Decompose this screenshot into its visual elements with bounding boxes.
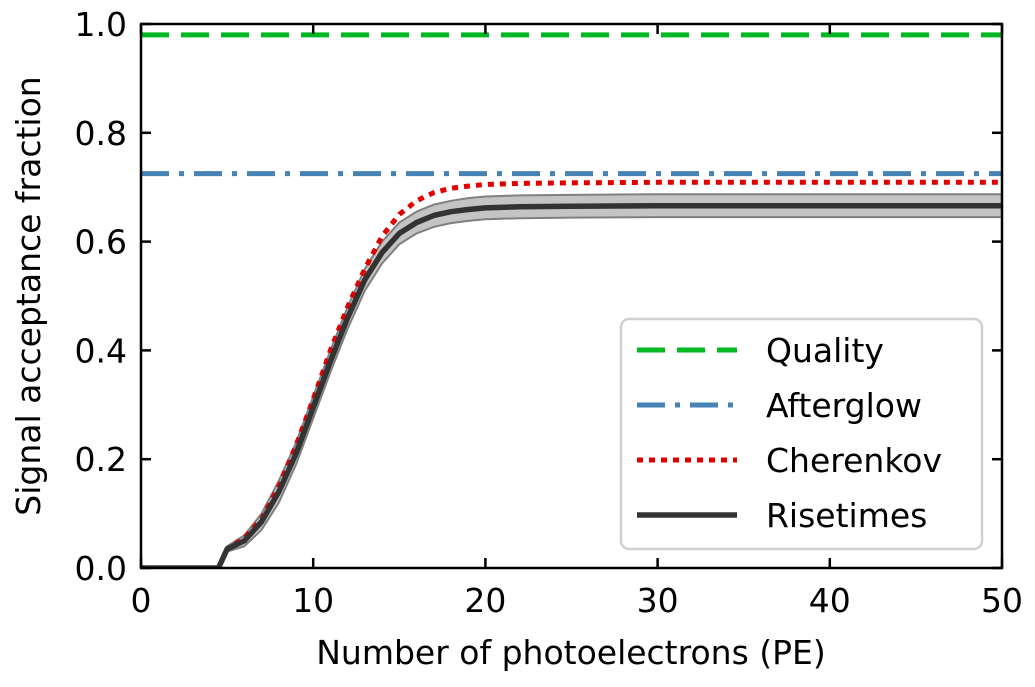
quality-legend-label: Quality [766,331,884,370]
y-tick-label: 0.8 [75,114,127,153]
legend: Quality Afterglow Cherenkov Risetimes [619,317,984,551]
risetimes-legend-label: Risetimes [766,496,927,535]
cherenkov-series-line [141,179,1002,568]
x-tick-label: 10 [292,581,334,620]
y-axis-label: Signal acceptance fraction [9,76,48,515]
y-tick-label: 0.4 [75,331,127,370]
risetimes-series-line [141,202,1002,568]
legend-box [619,317,984,551]
x-tick-label: 0 [131,581,152,620]
y-tick-label: 0.0 [75,549,127,588]
y-tick-label: 1.0 [75,5,127,44]
afterglow-legend-label: Afterglow [766,386,922,425]
x-tick-label: 40 [809,581,851,620]
x-tick-label: 30 [637,581,679,620]
y-tick-label: 0.6 [75,223,127,262]
x-tick-label: 20 [464,581,506,620]
cherenkov-legend-label: Cherenkov [766,441,942,480]
x-axis-label: Number of photoelectrons (PE) [316,633,826,672]
x-tick-label: 50 [981,581,1023,620]
plot-frame [139,22,1004,570]
y-tick-label: 0.2 [75,440,127,479]
